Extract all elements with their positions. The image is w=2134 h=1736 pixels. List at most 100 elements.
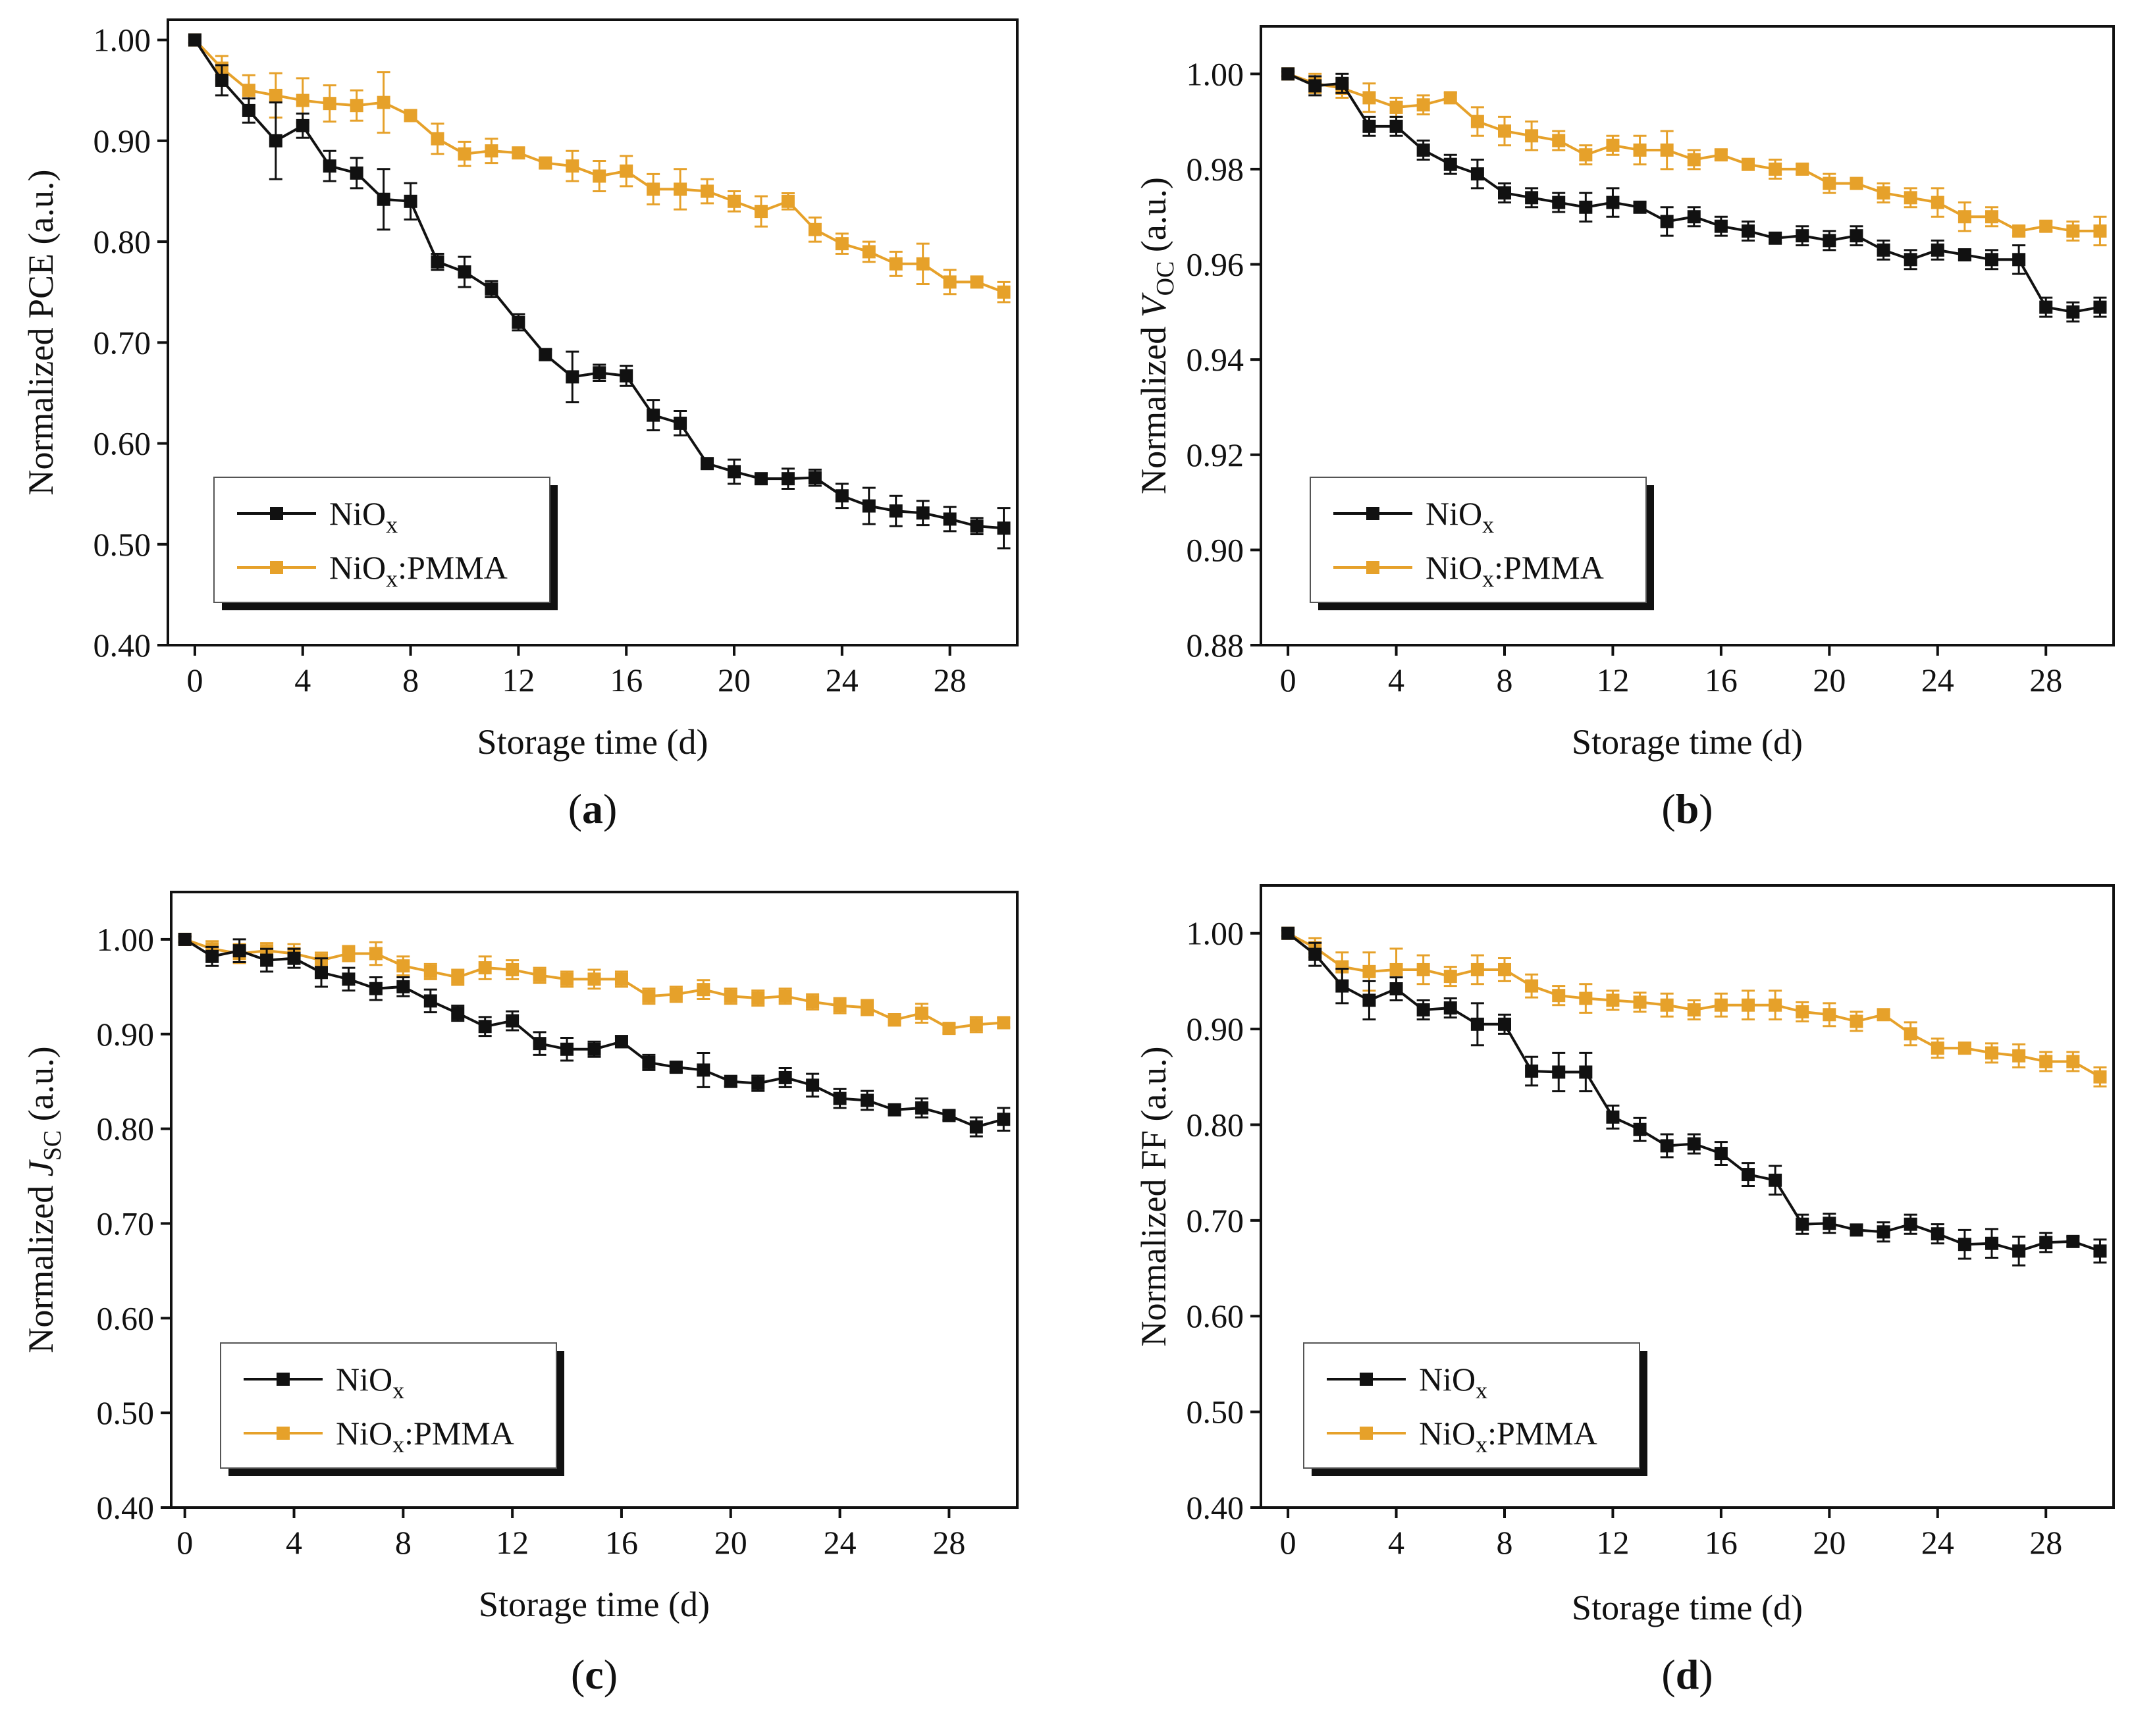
data-point bbox=[754, 205, 768, 219]
legend-marker bbox=[1360, 1427, 1373, 1440]
series-line bbox=[1287, 932, 2101, 1253]
series-niox-pmma bbox=[1281, 926, 2107, 1088]
data-point bbox=[833, 1092, 847, 1105]
y-tick-label: 1.00 bbox=[1187, 55, 1244, 92]
data-point bbox=[1281, 926, 1295, 940]
x-tick-label: 24 bbox=[826, 662, 859, 698]
data-point bbox=[1714, 1147, 1728, 1161]
panel-label-open: ( bbox=[1661, 1651, 1675, 1698]
y-axis-title: Normalized FF (a.u.) bbox=[1134, 1047, 1173, 1347]
data-point bbox=[751, 991, 765, 1005]
data-point bbox=[833, 999, 847, 1013]
data-point bbox=[1769, 998, 1782, 1012]
data-point bbox=[942, 1109, 956, 1122]
y-tick-label: 0.70 bbox=[93, 324, 151, 361]
x-axis-title: Storage time (d) bbox=[477, 722, 708, 762]
data-point bbox=[1606, 1110, 1620, 1124]
y-axis-title-main: V bbox=[1134, 292, 1173, 317]
y-tick-label: 0.96 bbox=[1187, 246, 1244, 283]
data-point bbox=[781, 472, 795, 486]
series-line bbox=[194, 39, 1004, 530]
data-point bbox=[724, 989, 737, 1003]
data-point bbox=[566, 370, 579, 384]
data-point bbox=[506, 1014, 520, 1028]
data-point bbox=[287, 951, 301, 965]
data-point bbox=[1769, 162, 1782, 176]
data-point bbox=[701, 457, 714, 471]
panel-label-letter: b bbox=[1676, 785, 1699, 832]
data-point bbox=[1362, 119, 1376, 133]
data-point bbox=[1470, 115, 1484, 128]
legend-entry-niox-pmma: NiOx:PMMA bbox=[1333, 549, 1604, 592]
legend-entry-niox-pmma: NiOx:PMMA bbox=[244, 1415, 514, 1458]
data-point bbox=[1985, 253, 1998, 267]
data-point bbox=[1850, 229, 1863, 243]
data-point bbox=[943, 275, 957, 289]
data-point bbox=[806, 1078, 820, 1092]
y-axis-title-prefix: Normalized bbox=[21, 1176, 61, 1353]
data-point bbox=[1958, 1041, 1971, 1055]
data-point bbox=[916, 506, 930, 520]
data-point bbox=[2012, 1049, 2026, 1063]
legend-entry-niox: NiOx bbox=[1327, 1361, 1487, 1404]
data-point bbox=[2012, 224, 2026, 238]
x-tick-label: 28 bbox=[932, 1524, 965, 1561]
data-point bbox=[674, 182, 687, 196]
legend-label-suffix: :PMMA bbox=[1487, 1415, 1597, 1452]
data-point bbox=[1850, 1223, 1863, 1237]
legend-label: NiOx bbox=[1426, 495, 1494, 538]
legend-entry-niox: NiOx bbox=[244, 1361, 404, 1404]
data-point bbox=[2012, 253, 2026, 267]
data-point bbox=[861, 1093, 874, 1107]
data-point bbox=[1335, 979, 1349, 993]
data-point bbox=[835, 489, 849, 503]
legend-entry-niox-pmma: NiOx:PMMA bbox=[1327, 1415, 1597, 1458]
legend: NiOx NiOx:PMMA bbox=[220, 1342, 564, 1476]
x-tick-label: 8 bbox=[395, 1524, 412, 1561]
x-tick-label: 24 bbox=[1921, 662, 1954, 698]
data-point bbox=[1931, 1041, 1944, 1055]
data-point bbox=[1606, 138, 1620, 152]
legend-label-main: NiO bbox=[336, 1361, 392, 1398]
data-point bbox=[1281, 67, 1295, 81]
legend-marker bbox=[277, 1427, 290, 1440]
y-tick-label: 0.94 bbox=[1187, 341, 1244, 378]
legend-marker bbox=[1366, 507, 1379, 520]
data-point bbox=[377, 95, 390, 109]
data-point bbox=[1850, 176, 1863, 190]
data-point bbox=[728, 465, 741, 479]
panel-label: (a) bbox=[568, 785, 618, 832]
data-point bbox=[1443, 157, 1457, 171]
legend-label-sub: x bbox=[386, 512, 398, 538]
y-tick-label: 0.60 bbox=[97, 1300, 155, 1336]
data-point bbox=[1552, 134, 1566, 147]
data-point bbox=[350, 99, 363, 113]
data-point bbox=[269, 134, 282, 147]
y-tick-label: 0.40 bbox=[97, 1489, 155, 1526]
y-tick-label: 0.70 bbox=[97, 1205, 155, 1242]
y-tick-label: 0.60 bbox=[1187, 1298, 1244, 1334]
data-point bbox=[1498, 186, 1511, 200]
data-point bbox=[2093, 1070, 2107, 1084]
data-point bbox=[2066, 1055, 2080, 1068]
legend-box bbox=[1310, 477, 1647, 603]
x-tick-label: 0 bbox=[176, 1524, 193, 1561]
legend-label-main: NiO bbox=[329, 549, 386, 586]
data-point bbox=[260, 953, 274, 967]
x-tick-label: 4 bbox=[286, 1524, 302, 1561]
legend-entry-niox: NiOx bbox=[1333, 495, 1494, 538]
x-tick-label: 0 bbox=[1280, 662, 1296, 698]
data-point bbox=[614, 972, 628, 986]
data-point bbox=[342, 972, 356, 986]
y-tick-label: 0.90 bbox=[93, 122, 151, 159]
legend-label-sub: x bbox=[1476, 1377, 1487, 1404]
data-point bbox=[1904, 191, 1917, 205]
y-axis-title-suffix: (a.u.) bbox=[1134, 177, 1173, 261]
data-point bbox=[1552, 1065, 1566, 1079]
data-point bbox=[506, 962, 520, 976]
y-axis-title: Normalized JSC (a.u.) bbox=[21, 1046, 67, 1353]
data-point bbox=[942, 1022, 956, 1036]
data-point bbox=[2093, 224, 2107, 238]
legend-label-suffix: :PMMA bbox=[1494, 549, 1604, 586]
